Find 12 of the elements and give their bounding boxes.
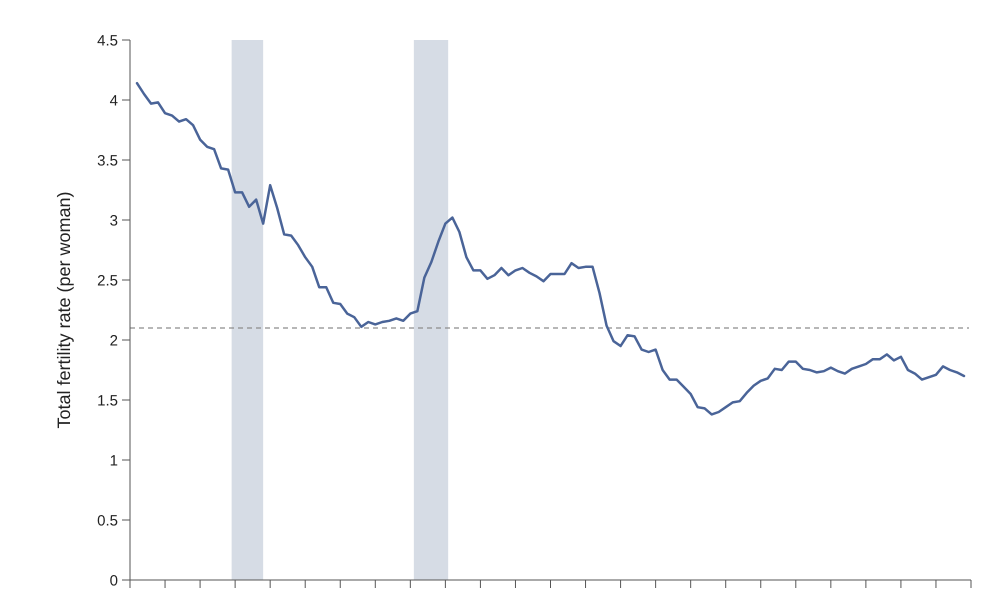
y-tick-label: 0.5 (97, 512, 118, 530)
y-tick-label: 2.5 (97, 272, 118, 290)
y-tick-label: 1 (110, 452, 118, 470)
y-axis-title: Total fertility rate (per woman) (54, 191, 74, 429)
y-tick-label: 4.5 (97, 32, 118, 50)
y-tick-label: 1.5 (97, 392, 118, 410)
y-tick-label: 0 (110, 572, 118, 590)
y-tick-label: 4 (110, 92, 118, 110)
y-tick-label: 2 (110, 332, 118, 350)
y-tick-label: 3.5 (97, 152, 118, 170)
line-series (136, 82, 966, 416)
y-tick-label: 3 (110, 212, 118, 230)
